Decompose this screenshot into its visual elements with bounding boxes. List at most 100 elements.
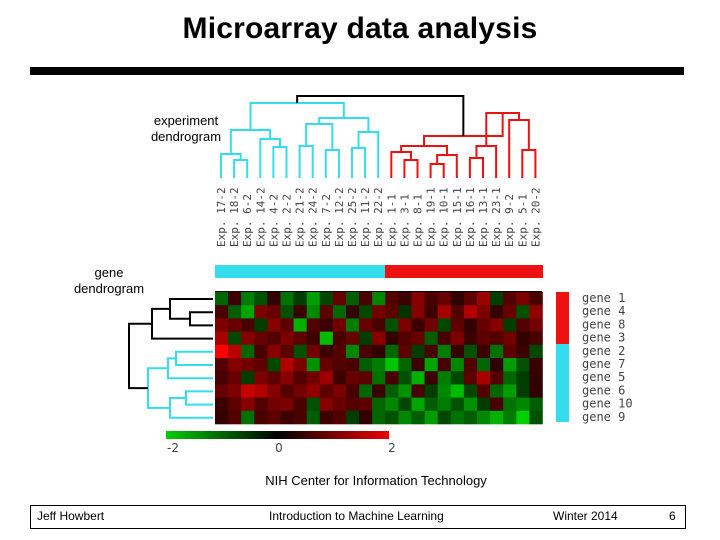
heatmap-cell — [398, 371, 412, 385]
heatmap-cell — [293, 384, 307, 398]
heatmap-cell — [477, 318, 491, 332]
heatmap-cell — [215, 331, 229, 346]
heatmap-cell — [346, 318, 360, 332]
heatmap-cell — [332, 384, 347, 398]
heatmap-cell — [490, 331, 504, 346]
heatmap-cell — [372, 344, 386, 359]
heatmap-cell — [372, 410, 386, 425]
heatmap-cell — [503, 292, 517, 306]
heatmap-cell — [293, 371, 307, 385]
heatmap-cell — [280, 397, 294, 412]
heatmap-cell — [228, 344, 242, 359]
heatmap-cell — [319, 305, 334, 319]
gene-cluster-bar-cyan — [556, 344, 569, 422]
heatmap-cell — [477, 371, 491, 385]
heatmap-cell — [228, 292, 242, 306]
heatmap-cell — [490, 318, 504, 332]
heatmap-cell — [267, 371, 281, 385]
heatmap-cell — [280, 410, 294, 425]
heatmap-cell — [306, 410, 321, 425]
heatmap-cell — [215, 305, 229, 319]
gene-label: gene 9 — [582, 410, 625, 424]
dendrogram-branch — [189, 311, 213, 327]
heatmap-cell — [424, 305, 438, 319]
heatmap-cell — [450, 344, 465, 359]
heatmap-cell — [516, 344, 530, 359]
heatmap-cell — [477, 384, 491, 398]
heatmap-cell — [411, 397, 425, 412]
heatmap-cell — [359, 318, 373, 332]
heatmap-cell — [346, 305, 360, 319]
heatmap-cell — [241, 410, 255, 425]
heatmap-cell — [385, 344, 399, 359]
heatmap-cell — [529, 358, 543, 372]
heatmap-cell — [529, 410, 543, 425]
experiment-label: Exp. 11-2 — [359, 187, 372, 247]
heatmap-cell — [254, 344, 268, 359]
heatmap-cell — [241, 331, 255, 346]
heatmap-cell — [306, 344, 321, 359]
footer-course: Introduction to Machine Learning — [269, 509, 444, 523]
dendrogram-root — [296, 95, 465, 136]
heatmap-cell — [319, 292, 334, 306]
footer-term: Winter 2014 — [553, 509, 618, 523]
heatmap-cell — [437, 410, 452, 425]
heatmap-cell — [503, 358, 517, 372]
heatmap-cell — [503, 371, 517, 385]
heatmap-cell — [503, 344, 517, 359]
heatmap-cell — [398, 292, 412, 306]
heatmap-cell — [280, 384, 294, 398]
dendrogram-branch — [167, 357, 213, 380]
dendrogram-branch — [249, 102, 345, 130]
heatmap-cell — [215, 371, 229, 385]
heatmap-cell — [385, 292, 399, 306]
color-scale-bar — [166, 431, 389, 439]
heatmap-cell — [241, 305, 255, 319]
dendrogram-branch — [521, 149, 537, 178]
experiment-label-line1: experiment — [153, 113, 219, 128]
heatmap-cell — [529, 397, 543, 412]
dendrogram-branch — [185, 390, 213, 406]
heatmap-cell — [332, 410, 347, 425]
experiment-label: Exp. 15-1 — [451, 187, 464, 247]
heatmap-cell — [450, 318, 465, 332]
heatmap-cell — [385, 318, 399, 332]
heatmap-cell — [228, 397, 242, 412]
heatmap-cell — [529, 371, 543, 385]
heatmap-cell — [490, 371, 504, 385]
heatmap-cell — [424, 292, 438, 306]
heatmap-cell — [267, 397, 281, 412]
heatmap-cell — [267, 358, 281, 372]
heatmap-cell — [450, 305, 465, 319]
heatmap-cell — [306, 384, 321, 398]
heatmap-cell — [385, 331, 399, 346]
experiment-label: Exp. 12-2 — [333, 187, 346, 247]
heatmap-cell — [437, 344, 452, 359]
dendrogram-branch — [390, 151, 412, 178]
slide-title: Microarray data analysis — [182, 12, 538, 45]
dendrogram-branch — [175, 350, 213, 366]
dendrogram-branch — [298, 145, 314, 178]
heatmap-cell — [241, 358, 255, 372]
heatmap-cell — [437, 371, 452, 385]
heatmap-cell — [450, 410, 465, 425]
experiment-label: Exp. 20-2 — [529, 187, 542, 247]
heatmap-cell — [463, 331, 478, 346]
heatmap-cell — [306, 305, 321, 319]
heatmap-cell — [398, 344, 412, 359]
heatmap-cell — [372, 358, 386, 372]
heatmap-cell — [280, 358, 294, 372]
heatmap-cell — [332, 397, 347, 412]
dendrogram-branch — [147, 367, 170, 409]
heatmap-cell — [477, 344, 491, 359]
heatmap-cell — [398, 384, 412, 398]
heatmap-cell — [385, 305, 399, 319]
heatmap-cell — [385, 358, 399, 372]
heatmap-cell — [267, 318, 281, 332]
heatmap-cell — [241, 397, 255, 412]
heatmap-cell — [306, 292, 321, 306]
experiment-label: Exp. 2-2 — [281, 194, 294, 247]
heatmap-cell — [293, 410, 307, 425]
gene-label: gene 3 — [582, 331, 625, 345]
gene-label: gene 8 — [582, 317, 625, 331]
